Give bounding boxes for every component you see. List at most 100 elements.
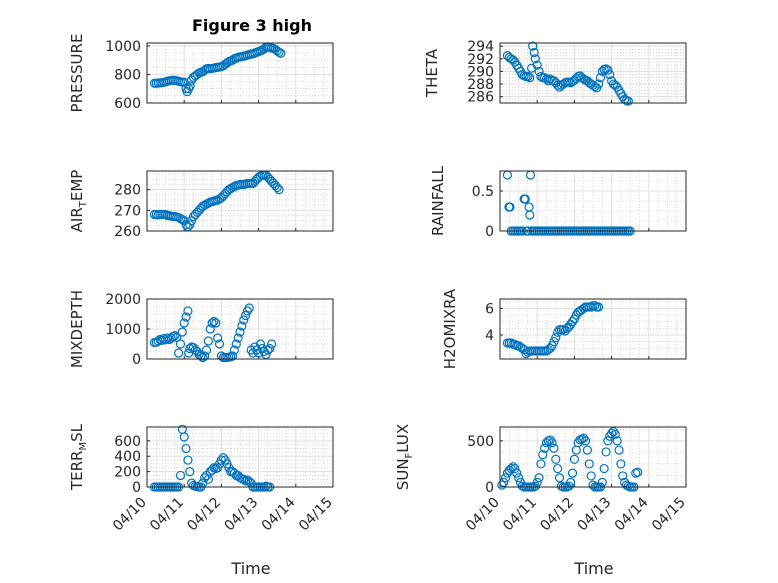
data-point: [532, 477, 542, 487]
data-point: [553, 463, 563, 474]
data-point: [525, 210, 535, 220]
y-tick-label: 260: [114, 224, 141, 240]
x-tick-label: 04/15: [649, 495, 689, 535]
x-tick-label: 04/13: [222, 495, 262, 535]
axes-frame: [146, 298, 334, 360]
data-point: [231, 339, 241, 349]
data-point: [580, 436, 591, 446]
data-point: [520, 194, 530, 204]
y-tick-label: 200: [114, 465, 141, 481]
data-point: [523, 71, 533, 82]
data-point: [551, 454, 561, 464]
data-point: [532, 60, 542, 70]
y-tick-label: 800: [114, 67, 141, 83]
data-point: [183, 306, 193, 316]
data-point: [593, 79, 604, 89]
x-tick-label: 04/14: [612, 494, 652, 534]
data-point: [593, 302, 604, 312]
data-point: [549, 443, 559, 453]
data-point: [512, 468, 522, 478]
y-tick-label: 290: [467, 64, 494, 80]
y-axis-label: PRESSURE: [68, 34, 86, 113]
y-axis-label: AIRTEMP: [68, 170, 89, 233]
data-point: [606, 428, 617, 439]
y-tick-label: 400: [114, 449, 141, 465]
data-point: [229, 345, 240, 355]
data-point: [612, 436, 622, 446]
data-point: [240, 310, 251, 321]
data-point: [175, 339, 186, 349]
y-tick-label: 294: [467, 39, 494, 55]
data-point: [185, 220, 195, 230]
data-point: [170, 331, 180, 341]
y-tick-label: 0: [485, 480, 494, 496]
data-point: [244, 303, 254, 313]
data-point: [175, 470, 186, 481]
data-point: [536, 459, 546, 469]
data-point: [209, 316, 219, 327]
axes-frame: [499, 298, 687, 360]
x-tick-label: 04/10: [463, 495, 503, 535]
data-point: [265, 343, 275, 354]
data-point: [213, 333, 223, 343]
data-point: [276, 48, 286, 58]
data-point: [545, 435, 555, 445]
data-point: [547, 438, 557, 448]
data-point: [513, 473, 524, 483]
data-point: [608, 427, 619, 437]
data-point: [207, 318, 217, 328]
data-point: [623, 96, 633, 106]
data-point: [179, 432, 189, 442]
axes-frame: [146, 426, 334, 488]
data-point: [237, 321, 247, 331]
data-point: [235, 327, 245, 337]
data-point: [255, 339, 266, 349]
data-point: [586, 471, 596, 481]
panel-rainfall: 0 0.5 RAINFALL: [429, 165, 687, 240]
y-axis-label: RAINFALL: [429, 165, 447, 236]
y-axis-label: TERRMSL: [68, 423, 89, 491]
data-point: [614, 445, 624, 455]
data-point: [211, 318, 221, 328]
data-point: [274, 185, 284, 195]
data-point: [500, 473, 511, 483]
data-point: [272, 182, 282, 193]
axes-frame: [499, 170, 687, 232]
data-point: [584, 459, 594, 469]
y-axis-label: MIXDEPTH: [68, 290, 86, 368]
data-point: [554, 473, 565, 483]
data-point: [505, 202, 515, 212]
y-tick-label: 600: [114, 96, 141, 112]
data-point: [185, 81, 195, 91]
data-point: [618, 471, 628, 481]
data-point: [633, 467, 643, 477]
data-point: [567, 468, 578, 478]
y-axis-label: THETA: [423, 48, 441, 98]
data-point: [183, 455, 193, 465]
data-point: [227, 351, 238, 361]
data-point: [582, 445, 593, 455]
data-point: [599, 463, 609, 474]
panel-air-temp: 260 270 280 AIRTEMP: [68, 170, 334, 240]
data-point: [530, 54, 540, 64]
x-tick-label: 04/12: [537, 495, 577, 535]
data-point: [595, 73, 606, 83]
data-point: [525, 73, 535, 83]
data-point: [201, 345, 212, 355]
x-tick-label: 04/12: [184, 495, 224, 535]
data-point: [174, 348, 184, 358]
y-tick-label: 288: [467, 77, 494, 93]
data-point: [497, 480, 507, 490]
y-axis-label: SUNFLUX: [394, 424, 415, 490]
x-tick-label: 04/11: [147, 495, 187, 535]
x-tick-label: 04/15: [296, 495, 336, 535]
data-point: [551, 333, 561, 343]
y-tick-label: 2000: [105, 292, 141, 308]
data-point: [239, 315, 249, 325]
data-point: [205, 324, 215, 334]
data-point: [177, 327, 187, 337]
